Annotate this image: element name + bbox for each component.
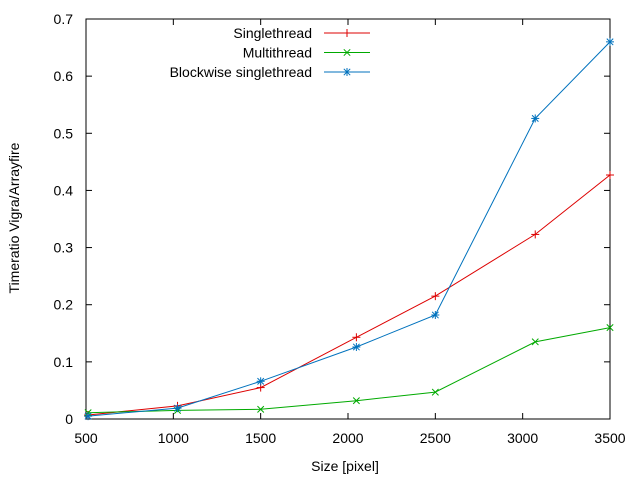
legend-item: Singlethread bbox=[233, 25, 370, 41]
data-point bbox=[531, 114, 540, 123]
data-point bbox=[352, 333, 361, 342]
data-point bbox=[431, 388, 439, 396]
y-tick-label: 0.3 bbox=[54, 240, 74, 256]
plot-frame bbox=[85, 18, 611, 420]
x-tick-label: 2000 bbox=[332, 430, 363, 446]
axes-group bbox=[85, 18, 611, 420]
data-point bbox=[531, 230, 540, 239]
data-point bbox=[352, 343, 361, 351]
y-tick-label: 0.7 bbox=[54, 11, 74, 27]
x-axis-label: Size [pixel] bbox=[311, 458, 379, 474]
y-tick-label: 0.4 bbox=[54, 182, 74, 198]
y-tick-label: 0 bbox=[65, 411, 73, 427]
series-line bbox=[88, 41, 611, 417]
series-2 bbox=[84, 324, 614, 417]
x-tick-label: 2500 bbox=[420, 430, 451, 446]
legend-item: Blockwise singlethread bbox=[170, 64, 370, 80]
series-line bbox=[88, 174, 611, 416]
legend-marker bbox=[343, 29, 351, 37]
data-point bbox=[431, 292, 440, 301]
y-axis-label: Timeratio Vigra/Arrayfire bbox=[6, 142, 22, 293]
data-point bbox=[606, 37, 614, 46]
series-group bbox=[84, 37, 614, 421]
y-tick-label: 0.2 bbox=[54, 297, 74, 313]
data-point bbox=[606, 324, 614, 332]
data-point bbox=[606, 171, 614, 179]
x-tick-label: 3000 bbox=[507, 430, 538, 446]
legend-marker bbox=[343, 68, 351, 76]
series-3 bbox=[84, 37, 614, 421]
x-tick-label: 3500 bbox=[594, 430, 625, 446]
data-point bbox=[531, 338, 539, 346]
y-tick-label: 0.6 bbox=[54, 68, 74, 84]
legend-marker bbox=[343, 48, 351, 57]
legend-label: Singlethread bbox=[233, 25, 312, 41]
legend-label: Multithread bbox=[243, 45, 312, 61]
series-line bbox=[88, 327, 611, 414]
legend-item: Multithread bbox=[243, 45, 370, 61]
legend: Singlethread Multithread Blockwise singlet… bbox=[170, 25, 370, 80]
data-point bbox=[256, 377, 265, 386]
y-tick-label: 0.5 bbox=[54, 125, 74, 141]
data-point bbox=[257, 405, 265, 413]
x-tick-label: 1500 bbox=[245, 430, 276, 446]
x-tick-label: 500 bbox=[74, 430, 98, 446]
data-point bbox=[173, 404, 182, 413]
legend-label: Blockwise singlethread bbox=[170, 64, 312, 80]
y-tick-label: 0.1 bbox=[54, 354, 74, 370]
series-1 bbox=[84, 171, 614, 419]
data-point bbox=[84, 412, 93, 421]
data-point bbox=[352, 397, 360, 405]
x-tick-label: 1000 bbox=[158, 430, 189, 446]
ticks-group: 500 1000 1500 2000 2500 3000 3500 0 0.1 0.2 0.3 0.4… bbox=[54, 11, 626, 446]
data-point bbox=[431, 311, 440, 319]
